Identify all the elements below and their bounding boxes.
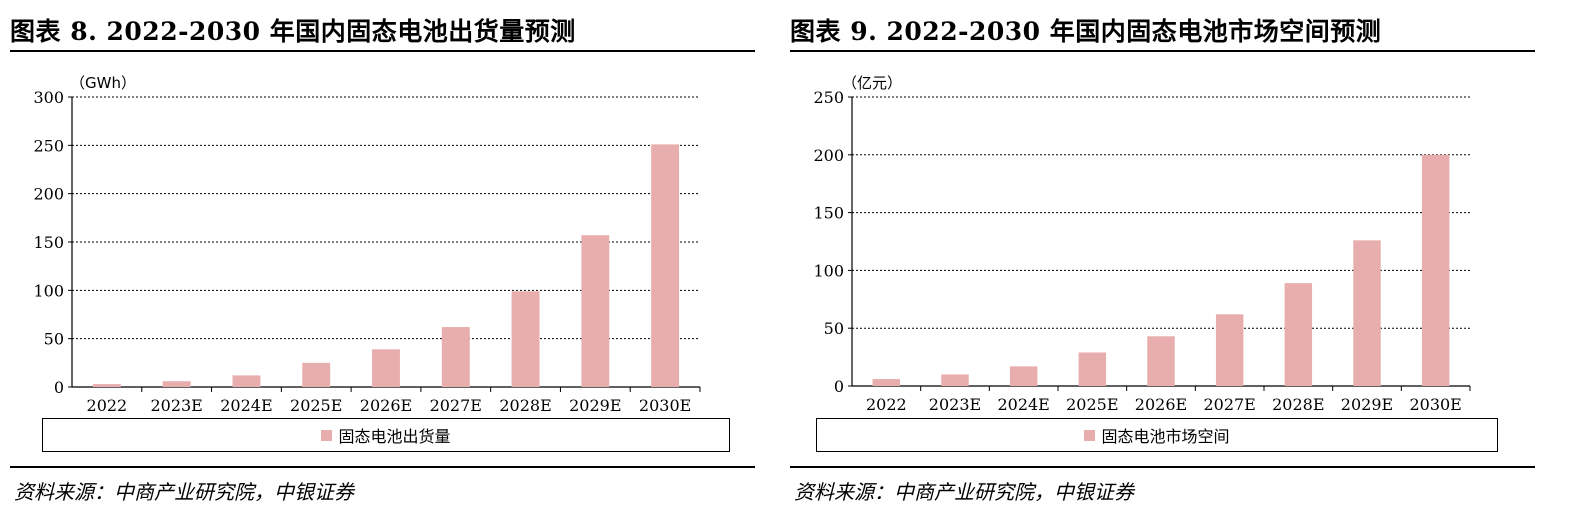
chart-panel-market: 图表 9. 2022-2030 年国内固态电池市场空间预测 （亿元） 0 50 10… [790,0,1545,516]
y-tick-label: 250 [813,88,844,107]
y-tick-label: 0 [54,378,64,397]
source-note: 资料来源：中商产业研究院，中银证券 [14,480,354,504]
bar-2026E [372,349,400,387]
x-tick-label: 2024E [220,396,272,415]
x-tick-label: 2023E [929,395,981,414]
title-rule [10,50,755,52]
x-tick-label: 2027E [430,396,482,415]
source-note: 资料来源：中商产业研究院，中银证券 [794,480,1134,504]
x-tick-label: 2030E [1409,395,1461,414]
y-tick-label: 100 [33,281,64,300]
x-tick-label: 2028E [499,396,551,415]
legend-swatch [321,429,333,441]
x-tick-label: 2030E [639,396,691,415]
panel-title: 图表 9. 2022-2030 年国内固态电池市场空间预测 [790,17,1382,46]
bar-2025E [1078,352,1107,386]
y-tick-label: 100 [813,261,844,280]
bar-2023E [941,374,969,386]
x-tick-label: 2025E [1066,395,1118,414]
y-tick-label: 300 [33,88,64,107]
source-rule [790,466,1535,468]
chart-panel-shipments: 图表 8. 2022-2030 年国内固态电池出货量预测 （GWh） 0 50 10… [10,0,765,516]
bar-2029E [1353,240,1381,386]
bar-2025E [302,362,331,387]
bar-2028E [1284,283,1313,386]
legend-label: 固态电池市场空间 [1101,427,1230,446]
bar-2024E [232,375,261,387]
x-tick-label: 2022 [87,396,128,415]
bar-chart-market: 0 50 100 150 200 250 2022 2023E 2024E 2025E 2026E 2… [813,88,1471,414]
bar-2023E [162,381,191,387]
legend-label: 固态电池出货量 [338,427,451,446]
x-tick-label: 2026E [360,396,412,415]
x-tick-label: 2028E [1272,395,1324,414]
legend-swatch [1084,429,1096,441]
legend: 固态电池出货量 [42,418,730,452]
x-tick-label: 2027E [1203,395,1255,414]
bar-2022 [92,384,121,387]
y-tick-label: 200 [813,146,844,165]
y-tick-label: 150 [33,233,64,252]
bar-2022 [872,379,901,386]
bar-2024E [1009,366,1038,386]
x-tick-label: 2024E [997,395,1049,414]
bar-2026E [1147,336,1175,386]
x-tick-label: 2022 [866,395,907,414]
y-tick-label: 50 [824,319,844,338]
bar-2029E [581,235,610,387]
legend: 固态电池市场空间 [816,418,1498,452]
x-tick-label: 2029E [569,396,621,415]
bar-chart-shipments: 0 50 100 150 200 250 300 2022 2023E 2024E 2025E 202… [33,88,701,415]
y-tick-label: 200 [33,185,64,204]
source-rule [10,466,755,468]
bar-2027E [1215,314,1244,386]
x-tick-label: 2029E [1341,395,1393,414]
x-tick-label: 2025E [290,396,342,415]
bar-2027E [441,327,470,387]
y-unit-label: （GWh） [70,74,136,92]
title-rule [790,50,1535,52]
y-tick-label: 0 [834,377,844,396]
y-tick-label: 50 [44,330,64,349]
y-tick-label: 250 [33,136,64,155]
bar-2028E [511,291,540,387]
x-tick-label: 2026E [1135,395,1187,414]
y-unit-label: （亿元） [842,74,903,92]
panel-title: 图表 8. 2022-2030 年国内固态电池出货量预测 [10,17,576,46]
y-tick-label: 150 [813,204,844,223]
bar-2030E [1421,154,1450,386]
bar-2030E [651,144,680,387]
x-tick-label: 2023E [150,396,202,415]
